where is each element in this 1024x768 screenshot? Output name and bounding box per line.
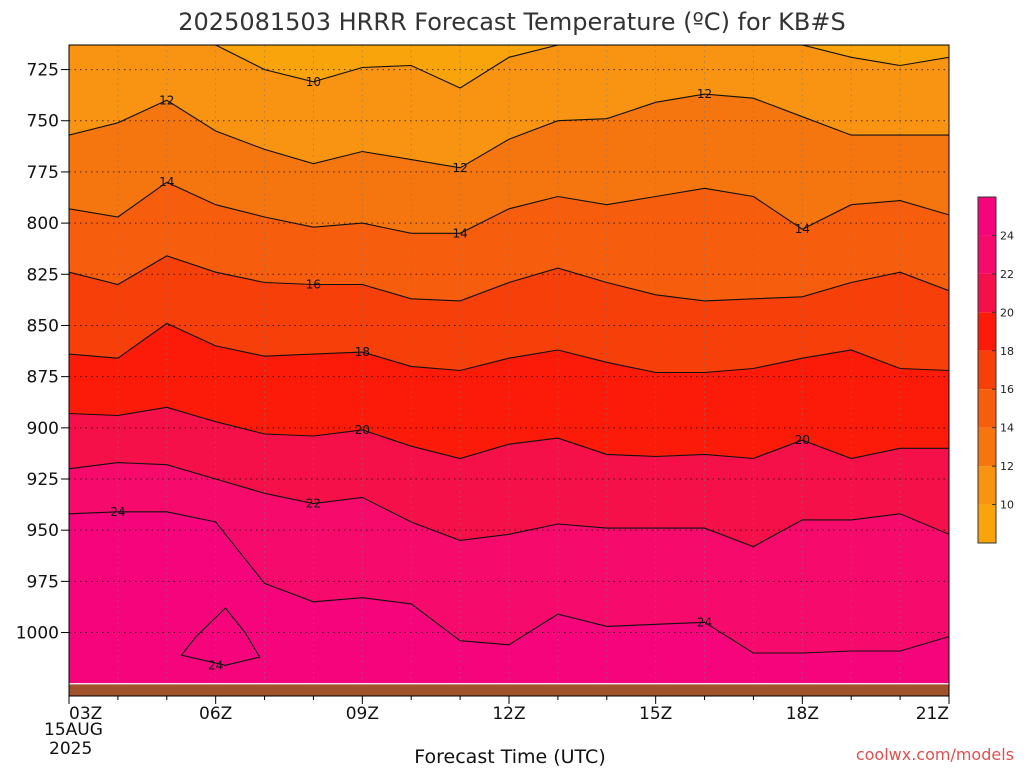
x-start-date-day: 15AUG: [44, 720, 103, 740]
y-tick-label: 1000: [16, 624, 59, 644]
x-start-date-year: 2025: [49, 739, 92, 759]
temperature-bands: [69, 45, 949, 696]
x-axis-label: Forecast Time (UTC): [414, 746, 605, 768]
contour-label-24-cell: 24: [208, 658, 223, 672]
colorbar-swatch: [978, 466, 996, 505]
chart-title: 2025081503 HRRR Forecast Temperature (ºC…: [178, 8, 845, 36]
contour-line-20: [69, 406, 949, 460]
contour-label-24: 24: [110, 505, 125, 519]
colorbar-tick-label: 14: [1000, 422, 1014, 435]
contour-line-16: [69, 255, 949, 302]
contour-label-24: 24: [697, 615, 712, 629]
grid-lines: [69, 45, 949, 696]
y-tick-label: 875: [27, 368, 59, 388]
colorbar-swatch: [978, 427, 996, 467]
colorbar-swatch: [978, 312, 996, 351]
y-tick-label: 925: [27, 470, 59, 490]
contour-line-14: [69, 181, 949, 234]
contour-label-12: 12: [159, 93, 174, 107]
contour-line-24: [69, 511, 949, 654]
y-tick-label: 725: [27, 61, 59, 81]
contour-label-14: 14: [452, 226, 467, 240]
contour-label-18: 18: [355, 345, 370, 359]
ground-fill: [69, 683, 949, 696]
contour-cell-24: [180, 607, 261, 666]
x-tick-label: 12Z: [492, 704, 525, 724]
contour-label-20: 20: [355, 423, 370, 437]
x-tick-label: 09Z: [346, 704, 379, 724]
contour-line-10: [69, 45, 949, 89]
contour-line-22: [69, 462, 949, 548]
x-tick-label: 21Z: [916, 704, 949, 724]
y-tick-label: 775: [27, 163, 59, 183]
contour-label-12: 12: [452, 161, 467, 175]
colorbar-swatch: [978, 350, 996, 390]
x-tick-label: 18Z: [786, 704, 819, 724]
credit-text: coolwx.com/models: [856, 745, 1014, 764]
plot-area: [69, 45, 949, 696]
colorbar-swatch: [978, 389, 996, 428]
contour-lines: [69, 45, 949, 666]
colorbar: 10 12 14 16 18 20 22 24: [977, 196, 1014, 544]
ground-surface: [69, 683, 949, 696]
contour-label-22: 22: [306, 497, 321, 511]
contour-label-20: 20: [795, 433, 810, 447]
x-tick-label: 06Z: [199, 704, 232, 724]
y-tick-label: 900: [27, 419, 59, 439]
x-tick-label: 03Z: [69, 704, 102, 724]
colorbar-swatch: [978, 235, 996, 274]
colorbar-tick-label: 12: [1000, 460, 1014, 473]
y-tick-label: 850: [27, 316, 59, 336]
contour-line-12: [69, 93, 949, 169]
band-cell-24: [181, 608, 260, 666]
contour-label-14: 14: [159, 175, 174, 189]
band-above-24: [69, 511, 949, 696]
colorbar-tick-label: 10: [1000, 499, 1014, 512]
colorbar-tick-label: 16: [1000, 383, 1014, 396]
colorbar-tick-label: 20: [1000, 306, 1014, 319]
colorbar-swatch: [978, 197, 996, 236]
colorbar-tick-label: 18: [1000, 345, 1014, 358]
y-tick-label: 800: [27, 214, 59, 234]
contour-line-18: [69, 322, 949, 374]
colorbar-tick-label: 22: [1000, 268, 1014, 281]
contour-label-16: 16: [306, 278, 321, 292]
y-axis: 725 750 775 800 825 850 875 900 925 950 975 1000: [16, 61, 69, 644]
colorbar-swatch: [978, 273, 996, 313]
y-tick-label: 950: [27, 521, 59, 541]
colorbar-swatch: [978, 504, 996, 543]
colorbar-frame: [977, 196, 997, 544]
y-tick-label: 975: [27, 572, 59, 592]
x-tick-label: 15Z: [639, 704, 672, 724]
contour-label-12: 12: [697, 87, 712, 101]
contour-label-10: 10: [306, 75, 321, 89]
contour-labels: 10 12 12 12 14 14 14 16 18 20 20 22 24 24 24: [110, 75, 810, 672]
y-tick-label: 825: [27, 265, 59, 285]
y-tick-label: 750: [27, 112, 59, 132]
x-axis: 03Z 06Z 09Z 12Z 15Z 18Z 21Z: [68, 696, 950, 724]
colorbar-tick-label: 24: [1000, 229, 1014, 242]
contour-label-14: 14: [795, 222, 810, 236]
